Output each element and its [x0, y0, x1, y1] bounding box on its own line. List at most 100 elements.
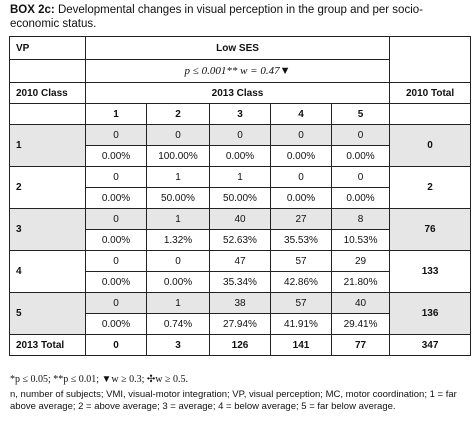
class-2010-label: 3 [9, 208, 86, 251]
percent-cell: 0.00% [330, 187, 391, 209]
count-cell: 40 [330, 292, 391, 314]
percent-cell: 41.91% [270, 313, 332, 335]
grand-total: 347 [389, 334, 472, 356]
total-2010-header: 2010 Total [389, 82, 472, 104]
count-row: 4 0 0 47 57 29 133 [9, 250, 472, 293]
count-cell: 1 [209, 166, 271, 188]
count-row: 3 0 1 40 27 8 76 [9, 208, 472, 251]
col-header: 4 [270, 103, 332, 125]
row-total: 76 [389, 208, 472, 251]
column-total: 141 [270, 334, 332, 356]
count-cell: 38 [209, 292, 271, 314]
percent-cell: 0.00% [85, 313, 147, 335]
count-row: 5 0 1 38 57 40 136 [9, 292, 472, 335]
count-cell: 0 [270, 124, 332, 146]
percent-cell: 35.53% [270, 229, 332, 251]
percent-cell: 29.41% [330, 313, 391, 335]
percent-cell: 50.00% [209, 187, 271, 209]
col-header: 3 [209, 103, 271, 125]
count-cell: 40 [209, 208, 271, 230]
percent-cell: 0.00% [85, 229, 147, 251]
percent-cell: 0.00% [270, 145, 332, 167]
percent-cell: 0.00% [85, 145, 147, 167]
column-total: 0 [85, 334, 147, 356]
count-cell: 8 [330, 208, 391, 230]
percent-cell: 0.00% [209, 145, 271, 167]
blank-cell [389, 103, 472, 125]
column-number-row: 1 2 3 4 5 [9, 103, 472, 125]
percent-cell: 0.00% [330, 145, 391, 167]
percent-cell: 35.34% [209, 271, 271, 293]
percent-cell: 0.00% [85, 271, 147, 293]
count-cell: 0 [85, 250, 147, 272]
box-label: BOX 2c: [10, 4, 55, 16]
column-total: 77 [330, 334, 391, 356]
header-row-3: 2010 Class 2013 Class 2010 Total [9, 82, 472, 104]
count-cell: 27 [270, 208, 332, 230]
count-cell: 57 [270, 250, 332, 272]
group-header: Low SES [84, 36, 391, 60]
count-cell: 0 [330, 166, 391, 188]
percent-cell: 50.00% [146, 187, 210, 209]
blank-corner [389, 36, 472, 83]
box-title: Developmental changes in visual percepti… [10, 4, 423, 30]
box-caption: BOX 2c: Developmental changes in visual … [10, 3, 470, 31]
count-cell: 1 [146, 166, 210, 188]
count-cell: 29 [330, 250, 391, 272]
percent-cell: 42.86% [270, 271, 332, 293]
totals-row: 2013 Total 0 3 126 141 77 347 [9, 334, 472, 356]
count-cell: 0 [209, 124, 271, 146]
count-cell: 0 [85, 124, 147, 146]
percent-cell: 0.00% [85, 187, 147, 209]
class-2010-label: 1 [9, 124, 86, 167]
row-total: 0 [389, 124, 472, 167]
col-header: 1 [85, 103, 147, 125]
legend-footnote: n, number of subjects; VMI, visual-motor… [10, 388, 457, 413]
count-cell: 1 [146, 292, 210, 314]
count-cell: 1 [146, 208, 210, 230]
class-2010-label: 4 [9, 250, 86, 293]
header-row-1: VP Low SES [9, 36, 472, 83]
count-cell: 0 [85, 166, 147, 188]
row-total: 136 [389, 292, 472, 335]
count-cell: 0 [146, 250, 210, 272]
significance-footnote: *p ≤ 0.05; **p ≤ 0.01; ▼w ≥ 0.3; ✣w ≥ 0.… [10, 374, 189, 385]
count-cell: 0 [270, 166, 332, 188]
percent-cell: 27.94% [209, 313, 271, 335]
row-label-header: 2010 Class [9, 82, 86, 104]
count-cell: 0 [85, 208, 147, 230]
percent-cell: 0.00% [146, 271, 210, 293]
percent-cell: 100.00% [146, 145, 210, 167]
vp-header: VP [9, 36, 86, 60]
class-2013-header: 2013 Class [84, 82, 391, 104]
class-2010-label: 5 [9, 292, 86, 335]
percent-cell: 21.80% [330, 271, 391, 293]
results-table: VP Low SES p ≤ 0.001** w = 0.47▼ 2010 Cl… [9, 36, 472, 356]
row-total: 2 [389, 166, 472, 209]
count-cell: 57 [270, 292, 332, 314]
count-cell: 0 [330, 124, 391, 146]
percent-cell: 0.74% [146, 313, 210, 335]
stat-header: p ≤ 0.001** w = 0.47▼ [84, 59, 391, 83]
column-total: 3 [146, 334, 210, 356]
col-header: 5 [330, 103, 391, 125]
percent-cell: 10.53% [330, 229, 391, 251]
row-total: 133 [389, 250, 472, 293]
blank-cell [9, 59, 86, 83]
percent-cell: 52.63% [209, 229, 271, 251]
percent-row: 0.00% 0.74% 27.94% 41.91% 29.41% [10, 313, 471, 335]
totals-label: 2013 Total [9, 334, 86, 356]
count-cell: 0 [85, 292, 147, 314]
blank-cell [9, 103, 86, 125]
percent-cell: 1.32% [146, 229, 210, 251]
class-2010-label: 2 [9, 166, 86, 209]
count-cell: 0 [146, 124, 210, 146]
col-header: 2 [146, 103, 210, 125]
footnotes: *p ≤ 0.05; **p ≤ 0.01; ▼w ≥ 0.3; ✣w ≥ 0.… [10, 374, 472, 414]
percent-row: 0.00% 1.32% 52.63% 35.53% 10.53% [10, 229, 471, 251]
column-total: 126 [209, 334, 271, 356]
count-cell: 47 [209, 250, 271, 272]
percent-cell: 0.00% [270, 187, 332, 209]
